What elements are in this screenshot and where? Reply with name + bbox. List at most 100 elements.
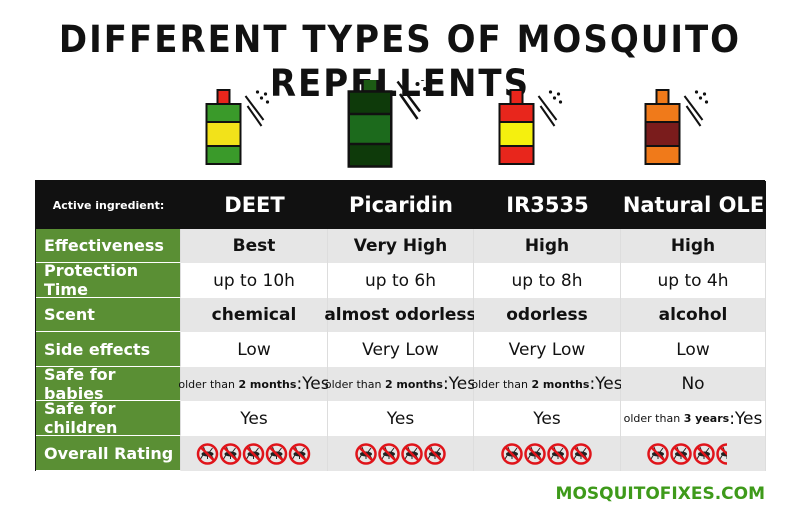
mosquito-legs [550,446,565,459]
spray-dot [548,90,553,94]
no-slash [673,445,689,462]
header-cell: Picaridin [328,181,474,229]
rating-cell [474,436,621,471]
header-label: Active ingredient: [36,181,181,229]
bottle-cap [509,89,524,105]
cell-answer: :Yes [442,374,477,394]
mosquito-legs [381,446,395,459]
cell-answer: :Yes [589,374,623,394]
cell: Low [181,332,328,367]
no-ring [547,442,569,465]
rating-icon [288,442,311,465]
rating-cell [621,436,766,471]
no-slash [696,445,712,462]
cell-text: alcohol [658,305,728,325]
header-cell: Natural OLE [621,181,766,229]
bottle-label [347,112,393,146]
table: Active ingredient: DEET Picaridin IR3535 Nat… [35,180,766,471]
cell-answer: :Yes [729,408,763,429]
no-slash [650,445,666,462]
spray-dot [702,92,707,96]
spray-dot [420,80,425,81]
cell-text: almost odorless [324,305,477,325]
cell: Very Low [474,332,621,367]
spray-dot [265,100,270,104]
footer: MOSQUITOFIXES.COM [555,484,765,504]
row-label: Scent [36,298,181,332]
spray-dot [552,96,557,100]
rating-cell [328,436,474,471]
rating-icon [400,442,423,465]
cell: up to 4h [621,263,766,298]
row-label: Side effects [36,332,181,367]
rating-icon [501,442,523,465]
no-ring [196,442,219,465]
cell: up to 10h [181,263,328,298]
rating-icon [354,442,377,465]
cell-text: Low [676,339,710,360]
cell-text: Very High [353,236,448,256]
no-slash [245,445,262,462]
cell-text: Yes [533,408,561,429]
cell-text: Yes [240,408,268,429]
mosquito-legs [573,446,588,459]
header-cell: IR3535 [474,181,621,229]
no-slash [380,445,397,462]
rating-icon [423,442,446,465]
no-ring [670,442,692,465]
cell: alcohol [621,298,766,332]
cell-note: older than [623,412,684,425]
no-ring [524,442,546,465]
no-slash [222,445,239,462]
no-slash [504,445,520,462]
row-label: Safe for children [36,399,181,437]
spray-dot [415,82,420,86]
rating-icon [196,442,219,465]
spray-dot [704,100,709,104]
bottle-cap [655,89,670,105]
cell-text: up to 10h [213,270,295,291]
mosquito-legs [673,446,688,459]
header-cell: DEET [181,181,328,229]
no-ring [501,442,523,465]
no-slash [550,445,566,462]
cell: up to 8h [474,263,621,298]
rating-icon [377,442,400,465]
mosquito-legs [246,446,260,459]
cell: older than 2 months:Yes [178,367,330,401]
no-ring [288,442,311,465]
mosquito-legs [650,446,665,459]
rating-icons [647,442,727,465]
cell-text: chemical [211,305,297,325]
cell: chemical [181,298,328,332]
rating-icon [716,442,727,465]
no-ring [716,442,727,465]
mosquito-legs [427,446,441,459]
cell: Low [621,332,766,367]
bottle [498,89,563,165]
no-slash [426,445,443,462]
cell: Yes [181,401,328,436]
cell-note-bold: 2 months [384,377,443,391]
rating-icons [354,442,446,465]
rating-icon [693,442,715,465]
spray [396,80,421,120]
cell-text: up to 4h [657,270,729,291]
cell-note: older than [324,377,385,391]
spray-dot [259,96,264,100]
cell: Very High [328,229,474,263]
bottle-cap [361,80,379,93]
cell-text: odorless [506,305,588,325]
spray-dot [694,90,699,94]
spray-dot [423,87,427,91]
cell: Very Low [328,332,474,367]
no-slash [199,445,216,462]
row-label: Safe for babies [36,365,181,403]
cell-text: No [681,374,705,394]
mosquito-legs [223,446,237,459]
bottle-label [205,121,242,147]
rating-icons [501,442,592,465]
cell: up to 6h [328,263,474,298]
rating-cell [181,436,328,471]
